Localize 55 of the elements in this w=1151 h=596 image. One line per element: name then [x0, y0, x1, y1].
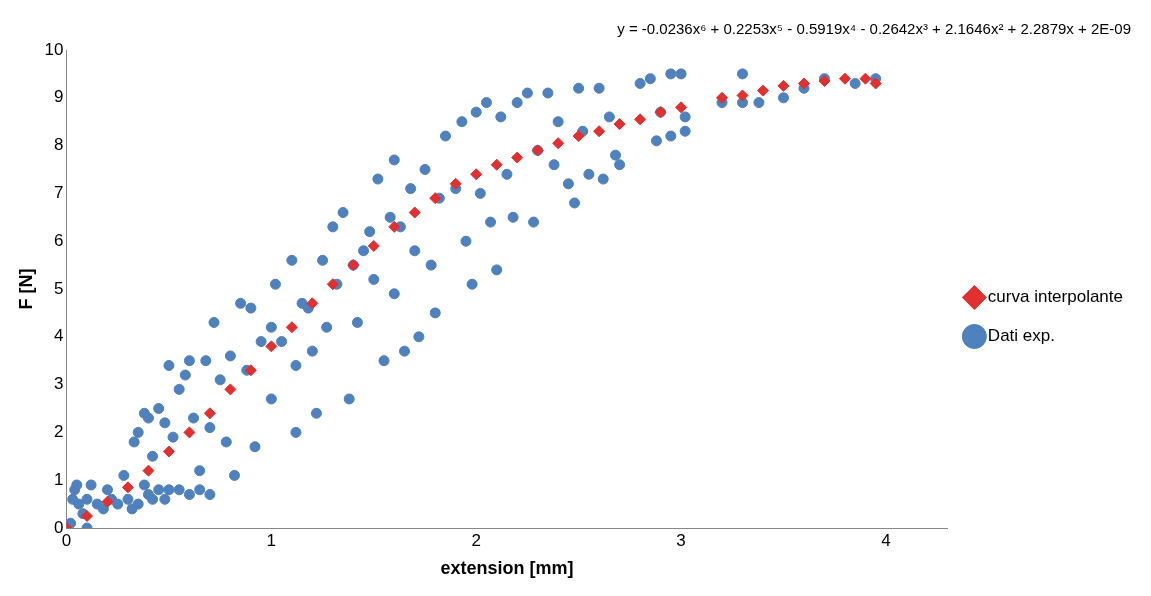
x-axis-title: extension [mm]: [440, 558, 574, 579]
point: [326, 278, 339, 291]
y-tick-label: 10: [44, 39, 64, 59]
point: [613, 118, 626, 131]
point: [593, 125, 606, 138]
point: [429, 192, 442, 205]
point: [306, 297, 319, 310]
point: [490, 158, 503, 171]
point: [224, 383, 237, 396]
y-tick-label: 5: [54, 278, 64, 298]
point: [265, 340, 278, 353]
y-tick-label: 1: [54, 469, 64, 489]
y-tick-label: 7: [54, 183, 64, 203]
y-axis-title: F [N]: [15, 268, 36, 310]
y-tick-label: 9: [54, 87, 64, 107]
x-tick-label: 3: [676, 530, 686, 550]
point: [449, 177, 462, 190]
point: [367, 239, 380, 252]
point: [757, 84, 769, 97]
point: [101, 495, 114, 508]
point: [203, 407, 216, 420]
point: [408, 206, 421, 219]
point: [859, 72, 872, 85]
y-tick-label: 3: [54, 374, 64, 394]
text: y = -0.0236x⁶ + 0.2253x⁵ - 0.5919x⁴ - 0.2642x³ + 2.1646x² + 2.2879x + 2E-09: [617, 20, 1131, 38]
point: [572, 130, 585, 143]
legend-label: curva interpolante: [987, 287, 1123, 307]
point: [716, 91, 729, 104]
point: [80, 510, 93, 523]
point: [634, 113, 647, 126]
point: [162, 445, 175, 458]
y-tick-label: 6: [54, 230, 64, 250]
point: [388, 220, 401, 233]
point: [675, 101, 688, 114]
y-tick-label: 0: [54, 517, 64, 537]
legend-label: Dati exp.: [987, 326, 1055, 346]
point: [736, 89, 749, 102]
x-tick-label: 2: [471, 530, 481, 550]
x-tick-label: 1: [266, 530, 277, 550]
y-tick-label: 8: [54, 135, 64, 155]
point: [838, 72, 851, 85]
point: [244, 364, 257, 377]
point: [183, 426, 196, 439]
point: [552, 137, 565, 150]
y-tick-label: 4: [54, 326, 64, 346]
y-tick-label: 2: [54, 422, 64, 442]
point: [869, 77, 882, 90]
point: [511, 151, 524, 164]
point: [777, 79, 790, 92]
point: [470, 168, 483, 181]
point: [121, 481, 134, 494]
point: [797, 77, 810, 90]
point: [142, 464, 155, 477]
point: [285, 321, 298, 334]
x-tick-label: 4: [881, 530, 891, 550]
